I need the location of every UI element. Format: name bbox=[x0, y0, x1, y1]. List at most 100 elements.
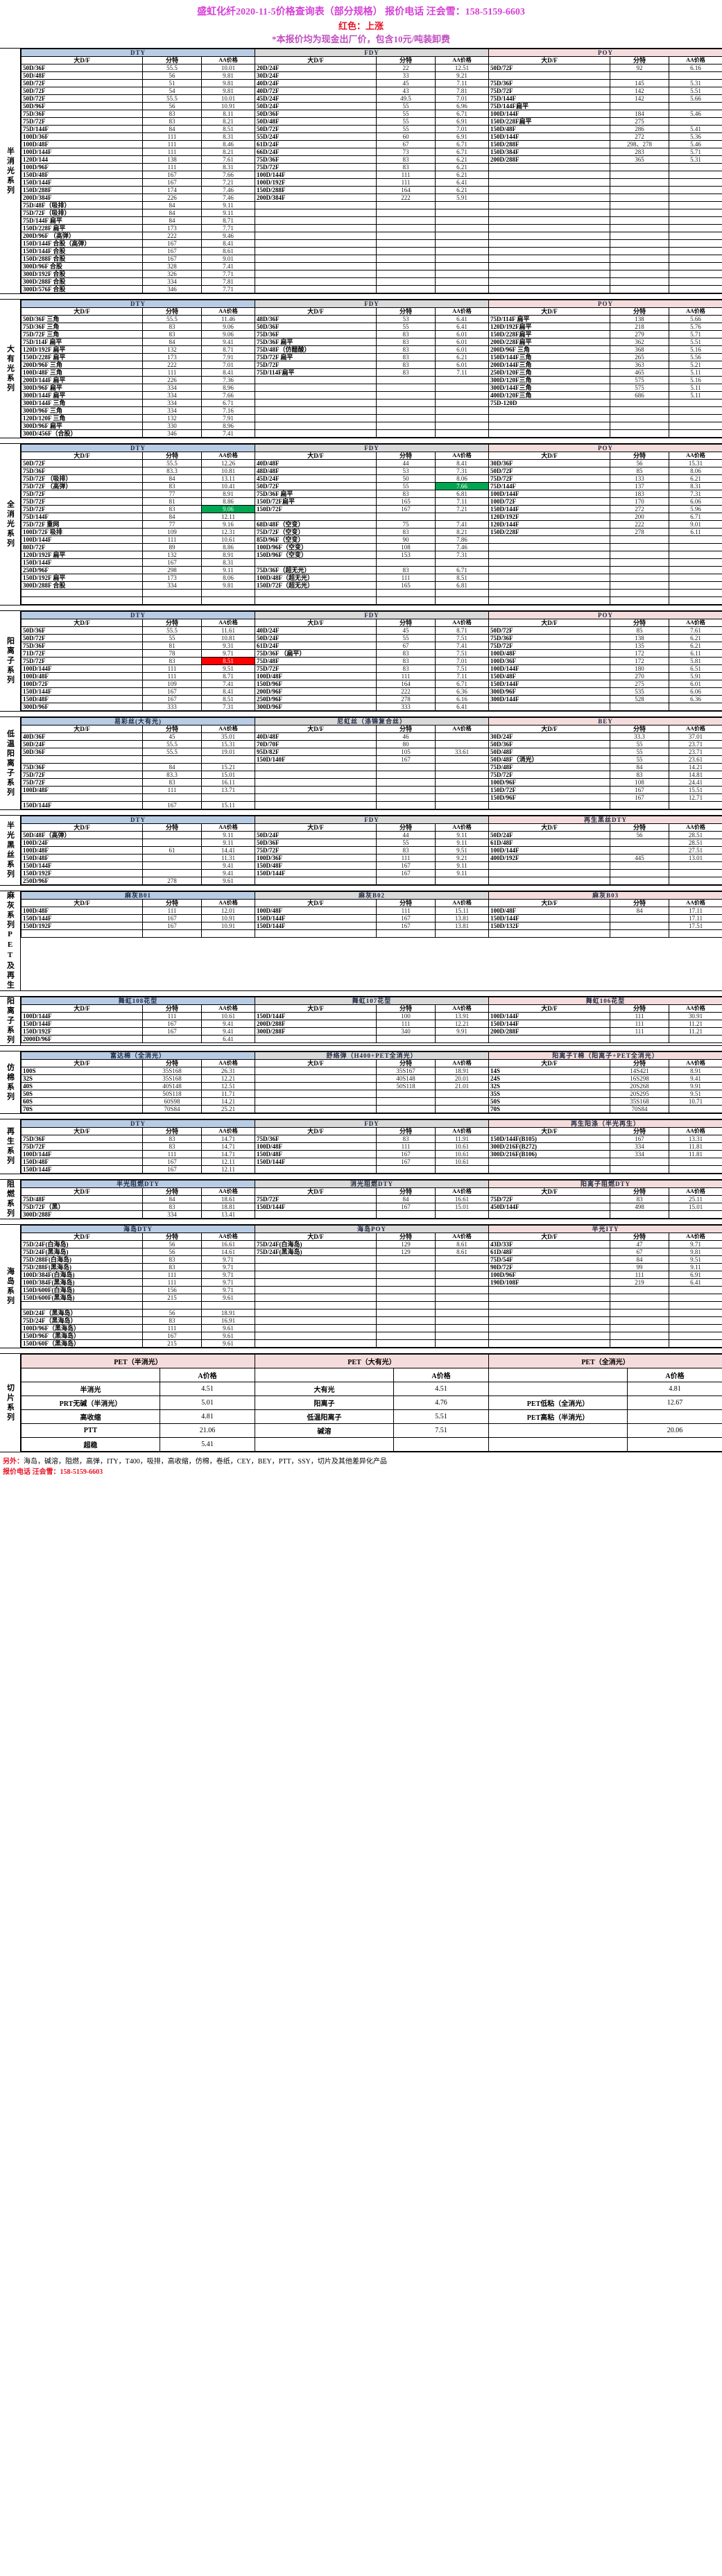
cell-spec: 40D/72F bbox=[255, 87, 377, 95]
cell-price bbox=[434, 1263, 490, 1271]
cell-spec: 50D/24F bbox=[21, 740, 143, 748]
column-header-price: AA价格 bbox=[434, 1233, 490, 1241]
cell-dtex: 83.3 bbox=[142, 771, 202, 779]
table-row: 150D/192F 167 9.41 300D/288F 340 9.91 200D/288… bbox=[21, 1027, 722, 1036]
cell-spec: 50S bbox=[21, 1090, 143, 1098]
cell-price bbox=[435, 929, 490, 938]
cell-price bbox=[435, 771, 490, 779]
cell-spec: 300D/576F 合股 bbox=[21, 285, 143, 293]
column-header-row: 大D/F 分特 AA价格 大D/F 分特 AA价格 大D/F 分特 AA价格 bbox=[21, 823, 722, 832]
cell-dtex: 167 bbox=[142, 695, 202, 703]
cell-price: 18.91 bbox=[435, 1067, 490, 1075]
cell-price: 8.21 bbox=[200, 148, 256, 156]
cell-dtex bbox=[610, 102, 670, 110]
cell-price: 5.46 bbox=[669, 140, 722, 148]
column-header-price: AA价格 bbox=[669, 823, 722, 832]
cell-price: 10.71 bbox=[669, 1097, 722, 1106]
table-row: 75D/36F 83.3 10.81 48D/48F 53 7.31 50D/72F 85 8.… bbox=[21, 467, 722, 475]
cell-spec: 150D/192F bbox=[21, 869, 143, 877]
column-header-price: AA价格 bbox=[200, 1187, 256, 1196]
column-header-spec: 大D/F bbox=[21, 1004, 143, 1013]
table-row: 120D/144 138 7.61 75D/36F 83 6.21 200D/288F 365… bbox=[21, 155, 722, 164]
cell-spec: 75D/114F扁平 bbox=[255, 368, 377, 377]
cell-spec bbox=[255, 239, 377, 248]
cell-dtex bbox=[376, 596, 436, 605]
cell-dtex: 47 bbox=[610, 1240, 670, 1248]
table-row: 150D/144F 合股（高弹） 167 8.41 bbox=[21, 239, 722, 248]
cell-spec: 75D/36F bbox=[21, 763, 143, 771]
table-row: 80D/72F 89 8.86 100D/96F（空变） 108 7.46 bbox=[21, 543, 722, 551]
pet-product-price: 4.76 bbox=[393, 1396, 490, 1410]
cell-price bbox=[434, 1309, 490, 1317]
cell-price: 8.41 bbox=[200, 687, 256, 696]
table-row: 32S 35S168 12.21 40S148 20.01 24S 16S298 9.41 bbox=[21, 1074, 722, 1083]
group-title: 消光阻燃DTY bbox=[255, 1180, 490, 1188]
column-header-spec: 大D/F bbox=[21, 899, 143, 907]
group-title: DTY bbox=[20, 816, 256, 824]
group-title: 麻灰B02 bbox=[255, 891, 490, 900]
cell-price: 8.31 bbox=[200, 163, 256, 171]
cell-spec: 250D/120F三角 bbox=[488, 368, 611, 377]
column-header-spec: 大D/F bbox=[488, 1233, 611, 1241]
cell-price bbox=[200, 755, 256, 764]
cell-dtex bbox=[376, 270, 436, 278]
cell-price: 15.01 bbox=[435, 1203, 490, 1211]
table-row: 250D/96F 298 9.11 75D/36F（超无光） 83 6.71 bbox=[21, 566, 722, 574]
cell-price: 7.81 bbox=[435, 87, 490, 95]
cell-spec: 50D/36F bbox=[488, 740, 611, 748]
cell-spec: 50D/72F bbox=[488, 64, 611, 72]
cell-spec: 50D/48F（高弹） bbox=[21, 831, 143, 839]
cell-spec: 120D/144F bbox=[488, 520, 611, 529]
column-header-price: AA价格 bbox=[435, 307, 490, 316]
cell-spec bbox=[255, 778, 377, 787]
cell-dtex: 111 bbox=[610, 1271, 670, 1279]
group-title: FDY bbox=[255, 49, 490, 57]
group-title: 易彩丝(大有光) bbox=[20, 717, 256, 725]
cell-price: 9.51 bbox=[669, 1255, 722, 1264]
cell-spec: 75D-120D bbox=[488, 399, 611, 407]
table-row: 40S 40S148 12.51 50S118 21.01 32S 20S268 9.91 bbox=[21, 1082, 722, 1090]
cell-dtex: 498 bbox=[610, 1203, 670, 1211]
cell-dtex: 111 bbox=[142, 140, 202, 148]
table-row bbox=[21, 1301, 722, 1310]
table-row: 150D/48F 167 7.66 100D/144F 111 6.21 bbox=[21, 171, 722, 179]
cell-dtex bbox=[610, 801, 670, 809]
cell-price: 37.01 bbox=[669, 732, 722, 741]
pet-product-price: 5.01 bbox=[159, 1396, 256, 1410]
cell-price: 10.61 bbox=[200, 535, 256, 544]
cell-spec: 50D/36F 三角 bbox=[21, 315, 143, 323]
cell-spec: 50D/48F bbox=[488, 748, 611, 756]
pet-product-price: 4.51 bbox=[393, 1382, 490, 1396]
cell-price bbox=[435, 285, 490, 293]
cell-spec: 75D/54F bbox=[488, 1255, 611, 1264]
cell-price: 8.41 bbox=[200, 368, 256, 377]
cell-price: 5.56 bbox=[669, 353, 722, 361]
cell-dtex bbox=[610, 209, 670, 217]
cell-dtex: 83 bbox=[142, 1135, 202, 1143]
cell-spec bbox=[21, 1301, 143, 1310]
cell-spec: 100D/144F bbox=[488, 1012, 611, 1020]
cell-spec: 75D/72F（黑） bbox=[21, 1203, 143, 1211]
table-row: 100D/144F 111 8.21 66D/24F 73 6.71 150D/384F 28… bbox=[21, 148, 722, 156]
cell-dtex: 111 bbox=[142, 368, 202, 377]
cell-spec: 75D/72F bbox=[488, 87, 611, 95]
column-header-price: AA价格 bbox=[200, 725, 256, 733]
cell-spec bbox=[488, 551, 611, 559]
cell-spec: 50D/72F bbox=[255, 482, 377, 490]
table-row: 75D/72F 81 8.86 150D/72F扁平 165 7.11 100D/72F 17… bbox=[21, 497, 722, 506]
cell-dtex bbox=[142, 831, 202, 839]
cell-dtex: 145 bbox=[610, 79, 670, 87]
column-header-dtex: 分特 bbox=[376, 56, 436, 65]
table-row: 150D/144F 167 9.41 200D/288F 111 12.21 150D/14… bbox=[21, 1020, 722, 1028]
cell-dtex: 99 bbox=[610, 1263, 670, 1271]
title-block: 盛虹化纤2020-11-5价格查询表（部分规格） 报价电话 汪会雪：158-51… bbox=[0, 0, 722, 48]
group-header-row: 富达棉（全消光） 舒络弹（H400+PET全消光） 阳离子T棉（阳离子+PET全消光… bbox=[20, 1051, 722, 1060]
cell-dtex bbox=[376, 1105, 436, 1113]
cell-dtex bbox=[142, 854, 202, 862]
footer-prefix: 另外： bbox=[3, 1458, 24, 1466]
cell-dtex: 184 bbox=[610, 110, 670, 118]
cell-dtex: 83.3 bbox=[142, 467, 202, 475]
cell-spec: 200D/144F 扁平 bbox=[21, 376, 143, 384]
cell-spec: 150D/384F bbox=[488, 148, 611, 156]
cell-dtex: 200 bbox=[610, 513, 670, 521]
